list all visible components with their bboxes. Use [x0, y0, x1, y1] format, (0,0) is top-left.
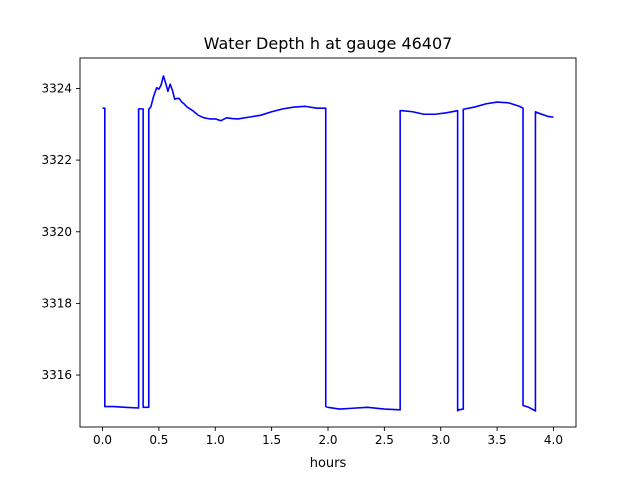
y-tick-label: 3318: [41, 296, 72, 310]
x-tick-label: 1.0: [206, 433, 225, 447]
plot-area: 0.0 0.5 1.0 1.5 2.0 2.5 3.0 3.5 4.0 3316 3318 3320 3…: [41, 57, 577, 447]
x-tick-label: 3.5: [488, 433, 507, 447]
y-tick-label: 3320: [41, 225, 72, 239]
series-line-0: [102, 75, 554, 412]
x-tick-label: 2.0: [318, 433, 337, 447]
y-tick-label: 3322: [41, 153, 72, 167]
y-tick-label: 3316: [41, 368, 72, 382]
x-axis-label: hours: [310, 456, 347, 471]
x-tick-label: 4.0: [544, 433, 563, 447]
x-tick-label: 3.0: [431, 433, 450, 447]
x-tick-label: 0.0: [93, 433, 112, 447]
chart-title: Water Depth h at gauge 46407: [204, 34, 453, 53]
y-tick-label: 3324: [41, 81, 72, 95]
x-tick-label: 1.5: [262, 433, 281, 447]
x-tick-label: 0.5: [149, 433, 168, 447]
x-tick-label: 2.5: [375, 433, 394, 447]
